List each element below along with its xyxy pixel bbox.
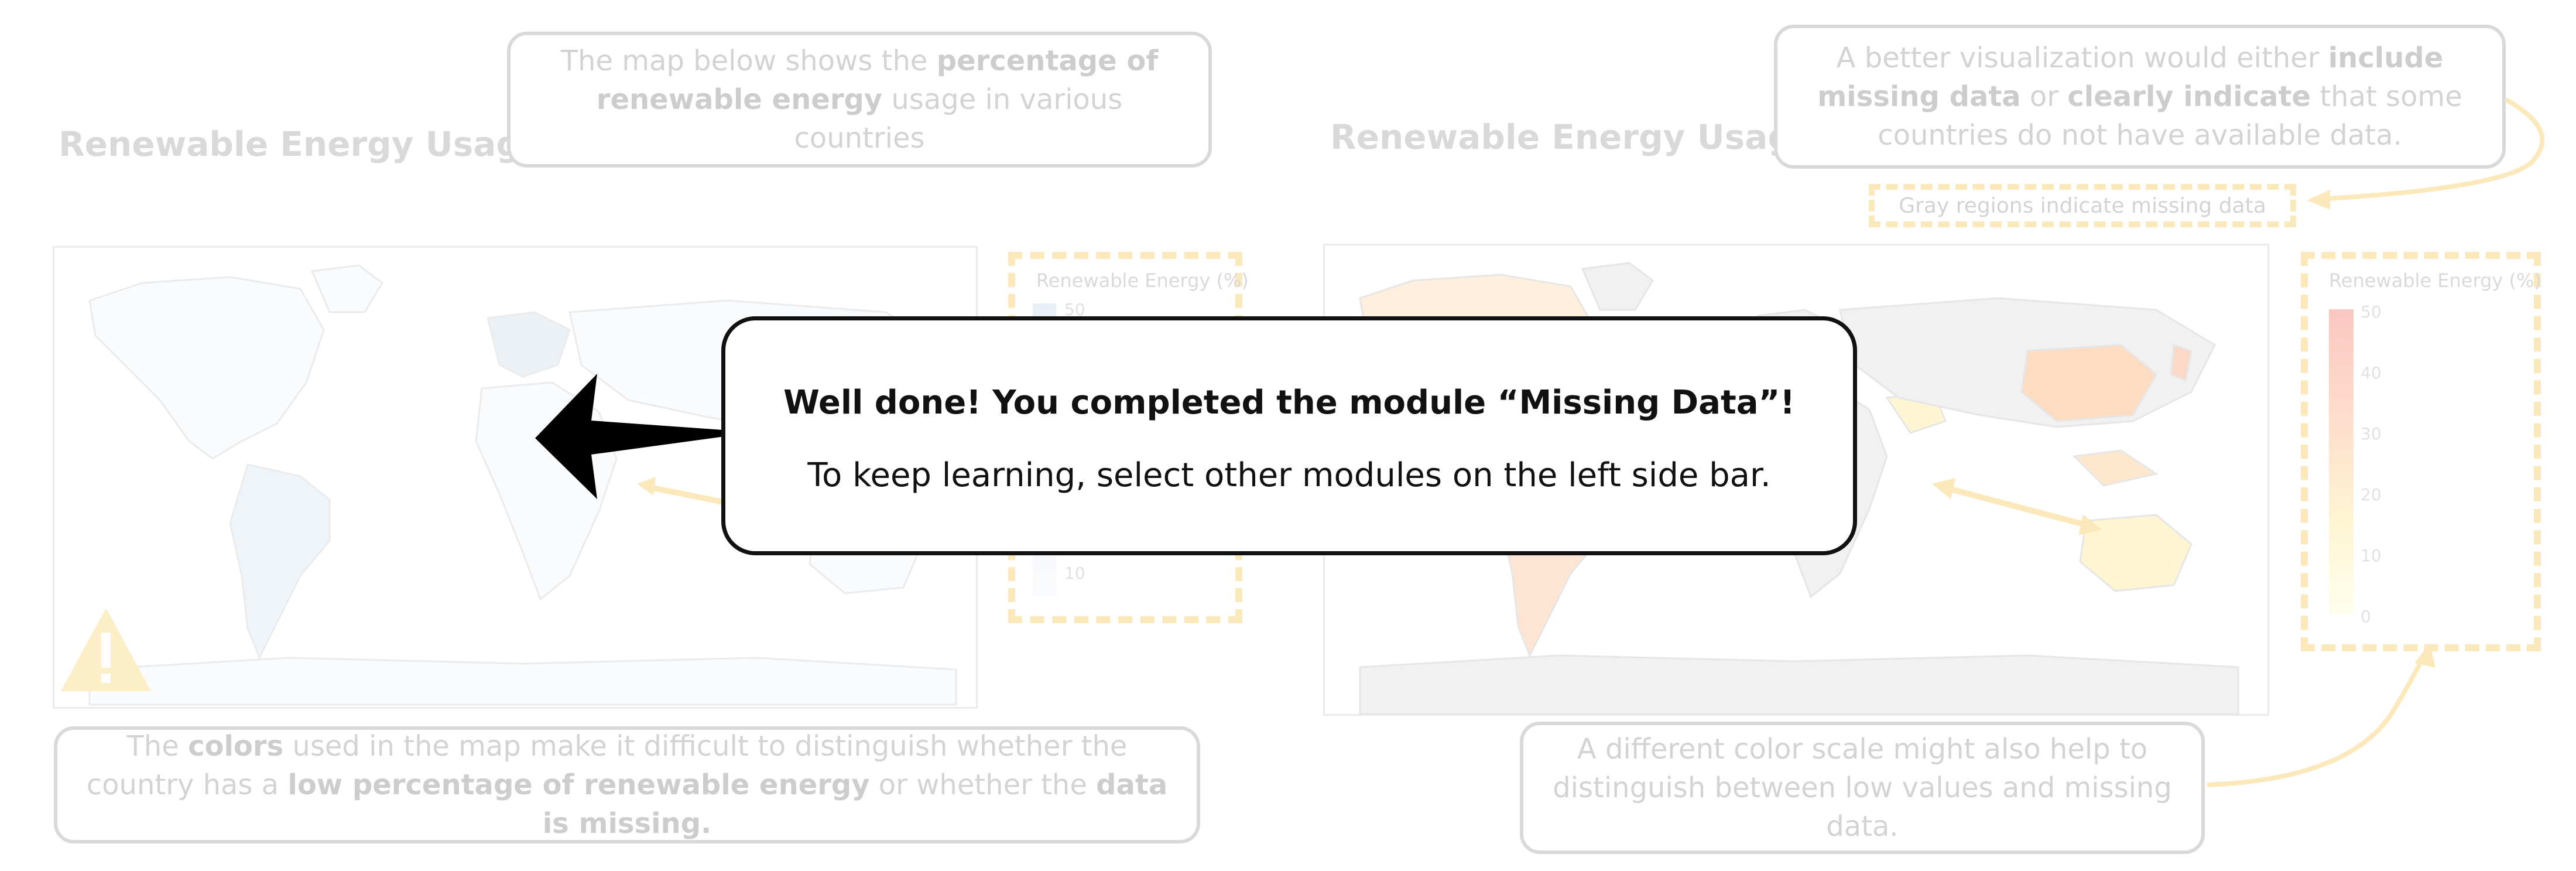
left-bottom-text-1: The xyxy=(126,730,189,763)
left-legend-title: Renewable Energy (%) xyxy=(1036,269,1249,292)
right-legend-tick-40: 40 xyxy=(2361,363,2382,382)
left-bottom-bold-missing: data is missing. xyxy=(542,768,1168,840)
right-top-bold-include: include missing data xyxy=(1817,42,2444,113)
right-map-china xyxy=(2020,344,2157,422)
modal-heading: Well done! You completed the module “Mis… xyxy=(783,384,1795,422)
right-legend-color-bar xyxy=(2329,309,2354,614)
left-top-callout: The map below shows the percentage of re… xyxy=(507,32,1212,168)
right-map-asia xyxy=(1839,297,2216,428)
gray-regions-note: Gray regions indicate missing data xyxy=(1869,184,2296,227)
right-map-antarctica xyxy=(1359,654,2239,715)
left-bottom-text-2: used in the map make it difficult to dis… xyxy=(86,730,1128,801)
left-top-callout-text-2: usage in various countries xyxy=(794,83,1123,155)
left-map-title: Renewable Energy Usage xyxy=(59,124,544,164)
right-map-middle-east xyxy=(1885,391,1947,434)
right-curved-arrow-bottom-icon xyxy=(2207,643,2435,787)
completion-modal[interactable]: Well done! You completed the module “Mis… xyxy=(721,316,1857,555)
right-top-bold-indicate: clearly indicate xyxy=(2067,80,2311,113)
right-bottom-callout: A different color scale might also help … xyxy=(1520,722,2205,854)
left-top-callout-text-1: The map below shows the xyxy=(560,45,937,77)
left-map-europe xyxy=(487,311,571,378)
right-bottom-callout-text: A different color scale might also help … xyxy=(1553,733,2172,843)
right-legend-tick-10: 10 xyxy=(2361,546,2382,565)
right-legend-tick-30: 30 xyxy=(2361,424,2382,443)
right-top-callout: A better visualization would either incl… xyxy=(1774,25,2506,169)
right-map-japan xyxy=(2170,343,2193,382)
left-bottom-bold-colors: colors xyxy=(188,730,284,763)
left-legend-tick-50: 50 xyxy=(1064,300,1085,319)
left-double-arrow-icon xyxy=(637,477,732,507)
right-legend-tick-0: 0 xyxy=(2361,607,2371,626)
right-legend-title: Renewable Energy (%) xyxy=(2329,269,2541,292)
left-bottom-text-3: or whether the xyxy=(869,768,1097,801)
left-map-south-america xyxy=(229,463,331,660)
left-map-antarctica xyxy=(88,657,957,706)
left-bottom-bold-low: low percentage of renewable energy xyxy=(287,768,870,801)
right-double-arrow-icon xyxy=(1932,478,2102,535)
right-top-text-1: A better visualization would either xyxy=(1836,42,2328,74)
right-top-text-3: that some countries do not have availabl… xyxy=(1878,80,2462,152)
modal-body: To keep learning, select other modules o… xyxy=(807,456,1771,494)
right-top-text-2: or xyxy=(2020,80,2068,113)
right-map-greenland xyxy=(1581,262,1654,311)
pointer-arrow-icon xyxy=(535,374,755,499)
left-map-north-america xyxy=(88,276,325,460)
right-map-southeast-asia xyxy=(2072,449,2159,487)
right-legend-tick-20: 20 xyxy=(2361,485,2382,504)
left-legend-tick-10: 10 xyxy=(1064,563,1085,583)
warning-triangle-icon xyxy=(61,608,151,691)
right-legend-tick-50: 50 xyxy=(2361,302,2382,322)
left-bottom-callout: The colors used in the map make it diffi… xyxy=(54,726,1200,843)
left-top-callout-bold: percentage of renewable energy xyxy=(596,45,1159,116)
right-legend: Renewable Energy (%) 50 40 30 20 10 0 xyxy=(2301,252,2541,651)
right-map-title: Renewable Energy Usage xyxy=(1330,117,1815,157)
left-map-greenland xyxy=(310,264,383,313)
right-curved-arrow-top-icon xyxy=(2307,97,2545,210)
right-map-australia xyxy=(2079,514,2193,592)
